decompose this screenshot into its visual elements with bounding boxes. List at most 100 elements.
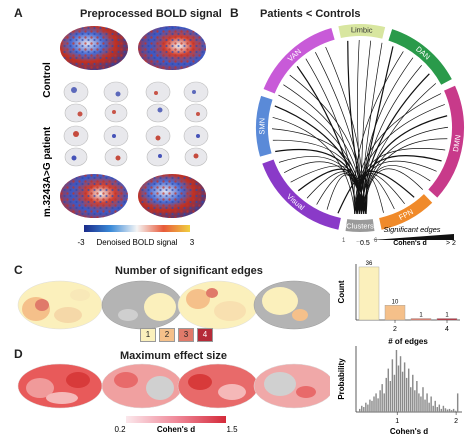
arc-label-smn: SMN [257, 118, 266, 135]
panel-a-letter: A [14, 6, 23, 20]
effect-colorbar-min: 0.2 [114, 425, 126, 434]
row-label-patient: m.3243A>G patient [42, 126, 53, 217]
chord-edge [325, 46, 365, 214]
d-xtick-1: 1 [395, 418, 399, 425]
chord-edge [272, 139, 361, 215]
d-hist-bar [450, 410, 453, 412]
d-hist-bar [365, 402, 367, 412]
d-hist-bar [428, 402, 430, 412]
control-slice-3 [103, 81, 129, 103]
d-hist-bar [391, 359, 394, 412]
arc-visual [262, 159, 342, 230]
chord-edge [355, 93, 442, 214]
d-hist-bar [436, 407, 438, 412]
d-hist-bar [432, 405, 434, 412]
d-ylabel: Probability [337, 358, 346, 400]
edges-legend-4: 4 [197, 328, 213, 342]
d-hist-bar [373, 396, 375, 412]
d-hist-bar [430, 396, 432, 412]
d-hist-bar [456, 393, 459, 412]
arc-label-clusters: Clusters [346, 222, 374, 231]
panel-a-title: Preprocessed BOLD signal [80, 8, 222, 20]
bold-colorbar [84, 225, 190, 232]
panel-d-title: Maximum effect size [120, 350, 227, 362]
panel-c-brains [17, 280, 330, 330]
effect-brain-4 [253, 363, 330, 409]
arc-van [263, 28, 335, 94]
d-hist-bar [393, 374, 396, 412]
chord-edge [272, 116, 356, 214]
edges-legend-label: Cohen's d [393, 240, 427, 247]
d-hist-bar [397, 365, 400, 412]
c-bar-label-4: 1 [445, 313, 449, 319]
c-bar-4 [436, 318, 458, 321]
c-xtick-2: 2 [393, 326, 397, 333]
panel-d-letter: D [14, 347, 23, 361]
c-ylabel: Count [337, 280, 346, 303]
d-xtick-2: 2 [454, 418, 458, 425]
edges-brain-2 [101, 280, 183, 330]
c-bar-label-1: 36 [366, 261, 373, 267]
chord-edge [363, 168, 424, 214]
d-hist-bar [385, 377, 387, 412]
effect-size-histogram: 1 2 Cohen's d Probability [337, 346, 462, 436]
control-slice-8 [184, 103, 208, 123]
d-hist-bar [379, 390, 381, 412]
panel-a-brains: Control m.3243A>G patient -3 Denoised BO… [42, 26, 209, 247]
d-hist-bar [442, 405, 445, 412]
d-hist-bar [422, 387, 424, 412]
effect-colorbar-max: 1.5 [226, 425, 238, 434]
c-bar-3 [410, 318, 432, 321]
d-hist-bar [438, 404, 441, 412]
panel-b-letter: B [230, 6, 239, 20]
control-slice-5 [145, 81, 171, 103]
chord-edge [271, 128, 360, 215]
chord-edge [275, 148, 363, 214]
chord-edges [271, 39, 449, 215]
d-hist-bar [371, 400, 373, 412]
effect-brain-1 [17, 363, 103, 409]
panel-d-brains: 0.2 Cohen's d 1.5 [17, 363, 330, 434]
d-hist-bar [454, 410, 457, 412]
chord-edge [337, 175, 368, 214]
d-hist-bar [405, 377, 408, 412]
chord-edge [356, 46, 394, 215]
chord-edge [363, 126, 449, 214]
arc-fpn [378, 194, 433, 230]
effect-brain-2 [101, 363, 183, 409]
edges-brain-1 [17, 280, 103, 330]
d-hist-bar [452, 408, 455, 412]
c-bar-label-2: 10 [392, 299, 399, 305]
c-bar-2 [384, 305, 406, 321]
arc-label-dmn: DMN [451, 134, 463, 152]
d-hist-bar [389, 381, 392, 412]
d-hist-bar [395, 350, 398, 412]
chord-edge [354, 104, 445, 214]
edges-legend-2: 2 [159, 328, 175, 342]
c-bar-1 [358, 266, 380, 321]
d-hist-bar [446, 409, 449, 412]
arc-dan [388, 29, 452, 85]
d-hist-bar [387, 368, 390, 412]
edges-legend: 1 2 3 4 [140, 328, 213, 342]
chord-edge [305, 58, 356, 214]
control-slice-4 [104, 103, 128, 123]
d-hist-bar [381, 384, 383, 412]
d-hist-bar [434, 400, 436, 412]
d-hist-bar [367, 404, 369, 412]
c-bar-label-3: 1 [419, 313, 423, 319]
d-hist-bar [420, 396, 422, 412]
row-label-control: Control [42, 62, 53, 98]
edges-brain-3 [177, 280, 259, 330]
chord-edge [354, 160, 437, 214]
d-hist-bar [448, 408, 451, 412]
d-hist-bar [401, 371, 404, 412]
d-hist-bar [363, 407, 365, 412]
effect-brain-3 [177, 363, 259, 409]
arc-label-limbic: Limbic [351, 25, 373, 34]
edges-legend-3: 3 [178, 328, 194, 342]
arc-dmn [428, 85, 464, 198]
panel-c-letter: C [14, 263, 23, 277]
panel-c-title: Number of significant edges [115, 265, 263, 277]
